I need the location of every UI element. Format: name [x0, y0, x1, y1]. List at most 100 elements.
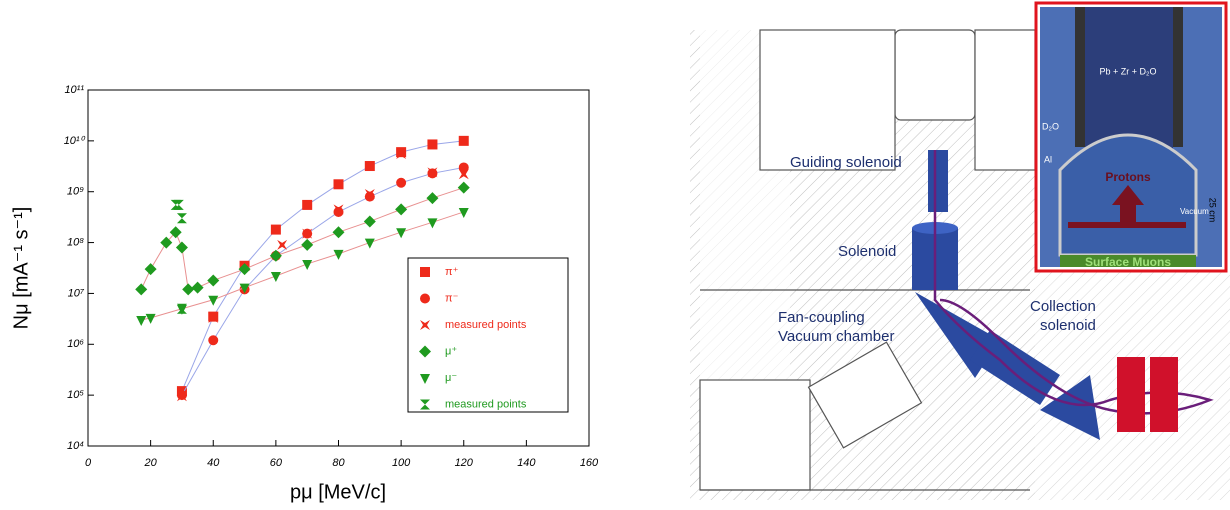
marker — [160, 236, 173, 249]
machine-parts — [699, 29, 1036, 491]
marker — [135, 283, 148, 296]
marker — [238, 263, 251, 276]
marker — [427, 167, 438, 178]
x-tick-label: 140 — [517, 457, 536, 469]
wall — [1173, 7, 1183, 147]
marker — [458, 207, 469, 218]
marker — [208, 312, 219, 323]
y-tick-label: 10⁹ — [67, 186, 84, 198]
marker — [302, 259, 313, 270]
label: Vacuum chamber — [778, 328, 894, 345]
legend-marker — [420, 267, 430, 277]
series-line — [181, 166, 464, 396]
guiding-solenoid — [928, 150, 948, 212]
legend-marker — [419, 345, 431, 358]
x-tick-label: 60 — [270, 457, 283, 469]
target — [1085, 7, 1173, 157]
marker — [427, 139, 438, 150]
exit-horn — [1040, 375, 1100, 440]
marker — [364, 189, 375, 200]
label: Guiding solenoid — [790, 154, 902, 171]
marker — [396, 149, 407, 160]
y-tick-label: 10¹¹ — [64, 84, 84, 96]
magnet — [1150, 357, 1178, 432]
label: Protons — [1105, 170, 1151, 184]
marker — [396, 177, 407, 188]
label: Solenoid — [838, 243, 896, 260]
legend-label: μ⁺ — [445, 345, 457, 357]
y-tick-label: 10⁷ — [68, 287, 85, 299]
legend-label: measured points — [445, 398, 527, 410]
marker — [270, 272, 281, 283]
legend-marker — [420, 293, 430, 304]
wall — [1075, 7, 1085, 147]
series-line — [141, 211, 464, 321]
marker — [207, 274, 220, 287]
label: Al — [1044, 154, 1052, 164]
marker — [333, 204, 344, 215]
marker — [426, 192, 439, 205]
label: solenoid — [1040, 317, 1096, 334]
marker — [396, 228, 407, 239]
marker — [208, 295, 219, 306]
marker — [364, 161, 375, 172]
marker — [301, 238, 314, 251]
legend-marker — [420, 320, 430, 330]
marker — [395, 203, 408, 216]
legend-label: μ⁻ — [445, 372, 457, 384]
marker — [457, 181, 470, 194]
y-tick-label: 10⁸ — [67, 236, 84, 248]
marker — [182, 283, 195, 296]
y-tick-label: 10⁴ — [67, 440, 84, 452]
x-tick-label: 120 — [455, 457, 474, 469]
legend-label: measured points — [445, 319, 527, 331]
marker — [302, 228, 313, 239]
marker — [173, 199, 184, 210]
marker — [458, 135, 469, 146]
label: Collection — [1030, 298, 1096, 315]
x-tick-label: 20 — [144, 457, 158, 469]
magnet — [1117, 357, 1145, 432]
marker — [270, 224, 281, 235]
label: 25 cm — [1208, 198, 1218, 223]
muon-band — [1060, 255, 1196, 267]
x-tick-label: 80 — [332, 457, 345, 469]
marker — [333, 249, 344, 260]
label: Vacuum — [1180, 207, 1209, 216]
x-tick-label: 0 — [85, 457, 92, 469]
label: Pb + Zr + D₂O — [1099, 66, 1156, 76]
label: D₂O — [1042, 121, 1059, 131]
marker — [176, 391, 187, 402]
marker — [239, 283, 250, 294]
marker — [364, 191, 375, 202]
marker — [145, 313, 156, 324]
marker — [176, 213, 187, 224]
y-tick-label: 10⁵ — [67, 389, 84, 401]
marker — [169, 226, 182, 239]
label: Surface Muons — [1085, 255, 1171, 269]
label: Fan-coupling — [778, 309, 865, 326]
y-tick-label: 10⁶ — [67, 338, 84, 350]
diagram: Guiding solenoid Solenoid Fan-coupling V… — [690, 1, 1230, 500]
plate — [1068, 222, 1186, 228]
series-line — [140, 187, 464, 290]
marker — [208, 335, 219, 346]
marker — [427, 218, 438, 229]
y-tick-label: 10¹⁰ — [64, 135, 86, 147]
legend-label: π⁺ — [445, 266, 459, 278]
marker — [302, 199, 313, 210]
x-tick-label: 100 — [392, 457, 411, 469]
marker — [333, 179, 344, 190]
marker — [332, 226, 345, 239]
marker — [363, 215, 376, 228]
x-tick-label: 160 — [580, 457, 599, 469]
marker — [144, 263, 157, 276]
marker — [458, 162, 469, 173]
marker — [269, 249, 282, 262]
collection-solenoid — [970, 330, 1060, 405]
beam-path — [933, 150, 1214, 415]
marker — [176, 303, 187, 314]
legend — [407, 257, 569, 413]
marker — [458, 169, 469, 180]
legend-label: π⁻ — [445, 292, 459, 304]
